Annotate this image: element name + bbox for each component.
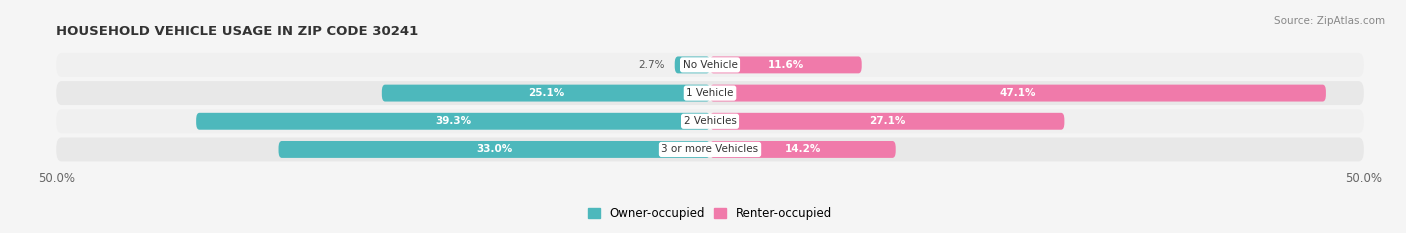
FancyBboxPatch shape	[197, 113, 710, 130]
FancyBboxPatch shape	[710, 113, 1064, 130]
Text: 25.1%: 25.1%	[527, 88, 564, 98]
FancyBboxPatch shape	[675, 56, 710, 73]
Text: 14.2%: 14.2%	[785, 144, 821, 154]
FancyBboxPatch shape	[56, 81, 1364, 105]
FancyBboxPatch shape	[710, 141, 896, 158]
Text: 3 or more Vehicles: 3 or more Vehicles	[661, 144, 759, 154]
Text: HOUSEHOLD VEHICLE USAGE IN ZIP CODE 30241: HOUSEHOLD VEHICLE USAGE IN ZIP CODE 3024…	[56, 25, 419, 38]
FancyBboxPatch shape	[710, 56, 862, 73]
Text: 2 Vehicles: 2 Vehicles	[683, 116, 737, 126]
Text: 11.6%: 11.6%	[768, 60, 804, 70]
Text: 33.0%: 33.0%	[477, 144, 512, 154]
Text: No Vehicle: No Vehicle	[682, 60, 738, 70]
FancyBboxPatch shape	[710, 85, 1326, 102]
FancyBboxPatch shape	[56, 53, 1364, 77]
Text: 27.1%: 27.1%	[869, 116, 905, 126]
FancyBboxPatch shape	[382, 85, 710, 102]
Text: 1 Vehicle: 1 Vehicle	[686, 88, 734, 98]
Text: 47.1%: 47.1%	[1000, 88, 1036, 98]
Legend: Owner-occupied, Renter-occupied: Owner-occupied, Renter-occupied	[583, 202, 837, 225]
FancyBboxPatch shape	[56, 109, 1364, 133]
Text: Source: ZipAtlas.com: Source: ZipAtlas.com	[1274, 16, 1385, 26]
Text: 2.7%: 2.7%	[638, 60, 664, 70]
FancyBboxPatch shape	[56, 137, 1364, 161]
FancyBboxPatch shape	[278, 141, 710, 158]
Text: 39.3%: 39.3%	[434, 116, 471, 126]
